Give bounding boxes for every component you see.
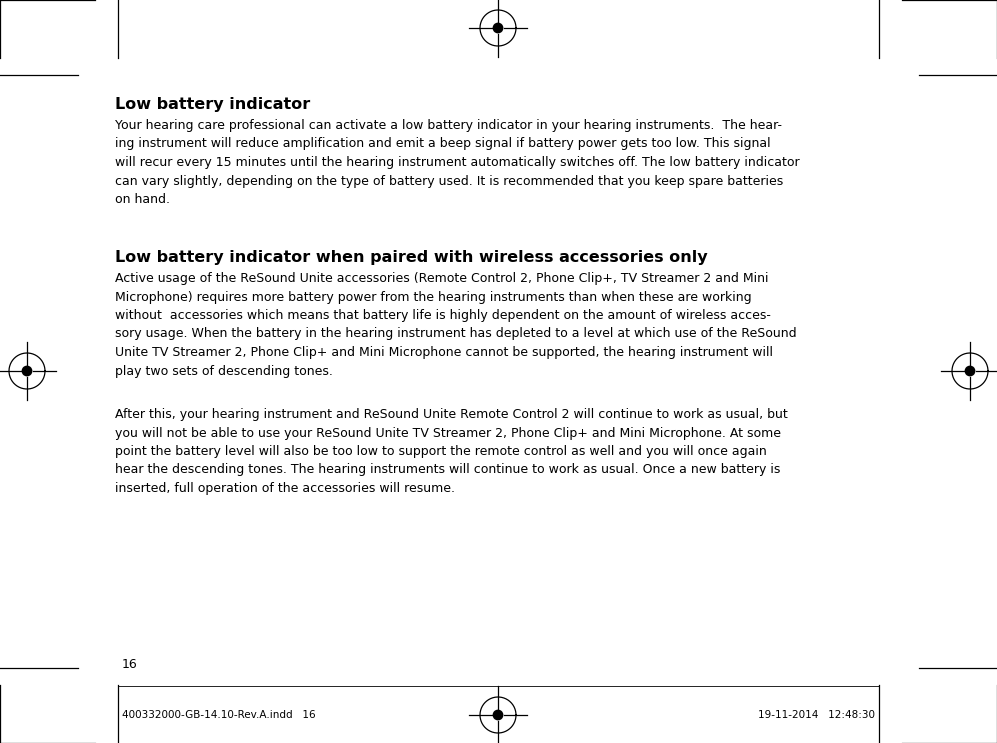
Circle shape [965, 366, 975, 377]
Text: Low battery indicator: Low battery indicator [115, 97, 310, 112]
Text: 16: 16 [122, 658, 138, 672]
Text: Low battery indicator when paired with wireless accessories only: Low battery indicator when paired with w… [115, 250, 708, 265]
Circle shape [493, 22, 503, 33]
Text: Active usage of the ReSound Unite accessories (Remote Control 2, Phone Clip+, TV: Active usage of the ReSound Unite access… [115, 272, 797, 377]
Text: After this, your hearing instrument and ReSound Unite Remote Control 2 will cont: After this, your hearing instrument and … [115, 408, 788, 495]
Text: 19-11-2014   12:48:30: 19-11-2014 12:48:30 [758, 710, 875, 720]
Text: Your hearing care professional can activate a low battery indicator in your hear: Your hearing care professional can activ… [115, 119, 800, 206]
Circle shape [22, 366, 32, 377]
Circle shape [493, 710, 503, 721]
Text: 400332000-GB-14.10-Rev.A.indd   16: 400332000-GB-14.10-Rev.A.indd 16 [122, 710, 316, 720]
